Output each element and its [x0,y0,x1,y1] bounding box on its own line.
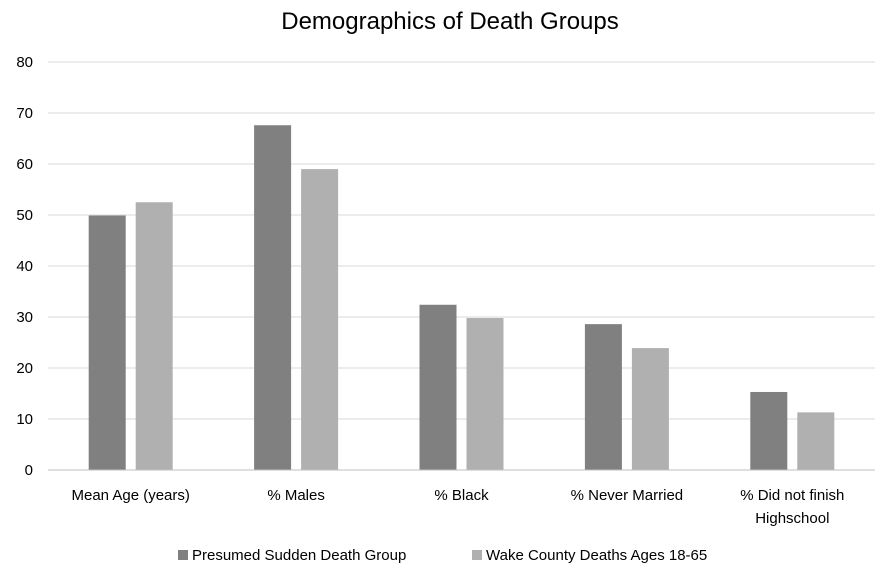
y-tick-label: 80 [16,54,33,71]
legend-swatch-1 [178,550,188,560]
x-category-label: % Never Married [571,487,684,504]
bar-series1-cat4 [584,324,622,470]
y-tick-label: 70 [16,105,33,122]
legend-label-2: Wake County Deaths Ages 18-65 [486,547,707,564]
bar-series2-cat2 [301,169,339,470]
y-tick-label: 10 [16,411,33,428]
x-category-label: Mean Age (years) [72,487,190,504]
category-labels: Mean Age (years) % Males % Black % Never Ma… [72,487,845,527]
bar-series1-cat1 [88,215,126,470]
bar-series2-cat3 [466,318,504,470]
x-category-label: % Males [267,487,325,504]
y-tick-label: 30 [16,309,33,326]
bar-series1-cat5 [750,391,788,470]
bar-series1-cat2 [254,125,292,471]
bar-series1-cat3 [419,304,457,470]
bar-series2-cat1 [135,202,173,470]
bar-series2-cat4 [631,348,669,470]
bars [88,125,835,471]
x-category-label: % Black [434,487,489,504]
y-tick-label: 40 [16,258,33,275]
gridlines [48,61,875,420]
y-axis-ticks: 0 10 20 30 40 50 60 70 80 [16,54,33,479]
bar-series2-cat5 [797,412,835,470]
y-tick-label: 50 [16,207,33,224]
legend: Presumed Sudden Death Group Wake County D… [178,547,707,564]
y-tick-label: 20 [16,360,33,377]
y-tick-label: 0 [25,462,33,479]
chart-title: Demographics of Death Groups [281,8,619,35]
x-category-label: % Did not finish [740,487,844,504]
legend-label-1: Presumed Sudden Death Group [192,547,406,564]
y-tick-label: 60 [16,156,33,173]
x-category-label: Highschool [755,510,829,527]
legend-swatch-2 [472,550,482,560]
